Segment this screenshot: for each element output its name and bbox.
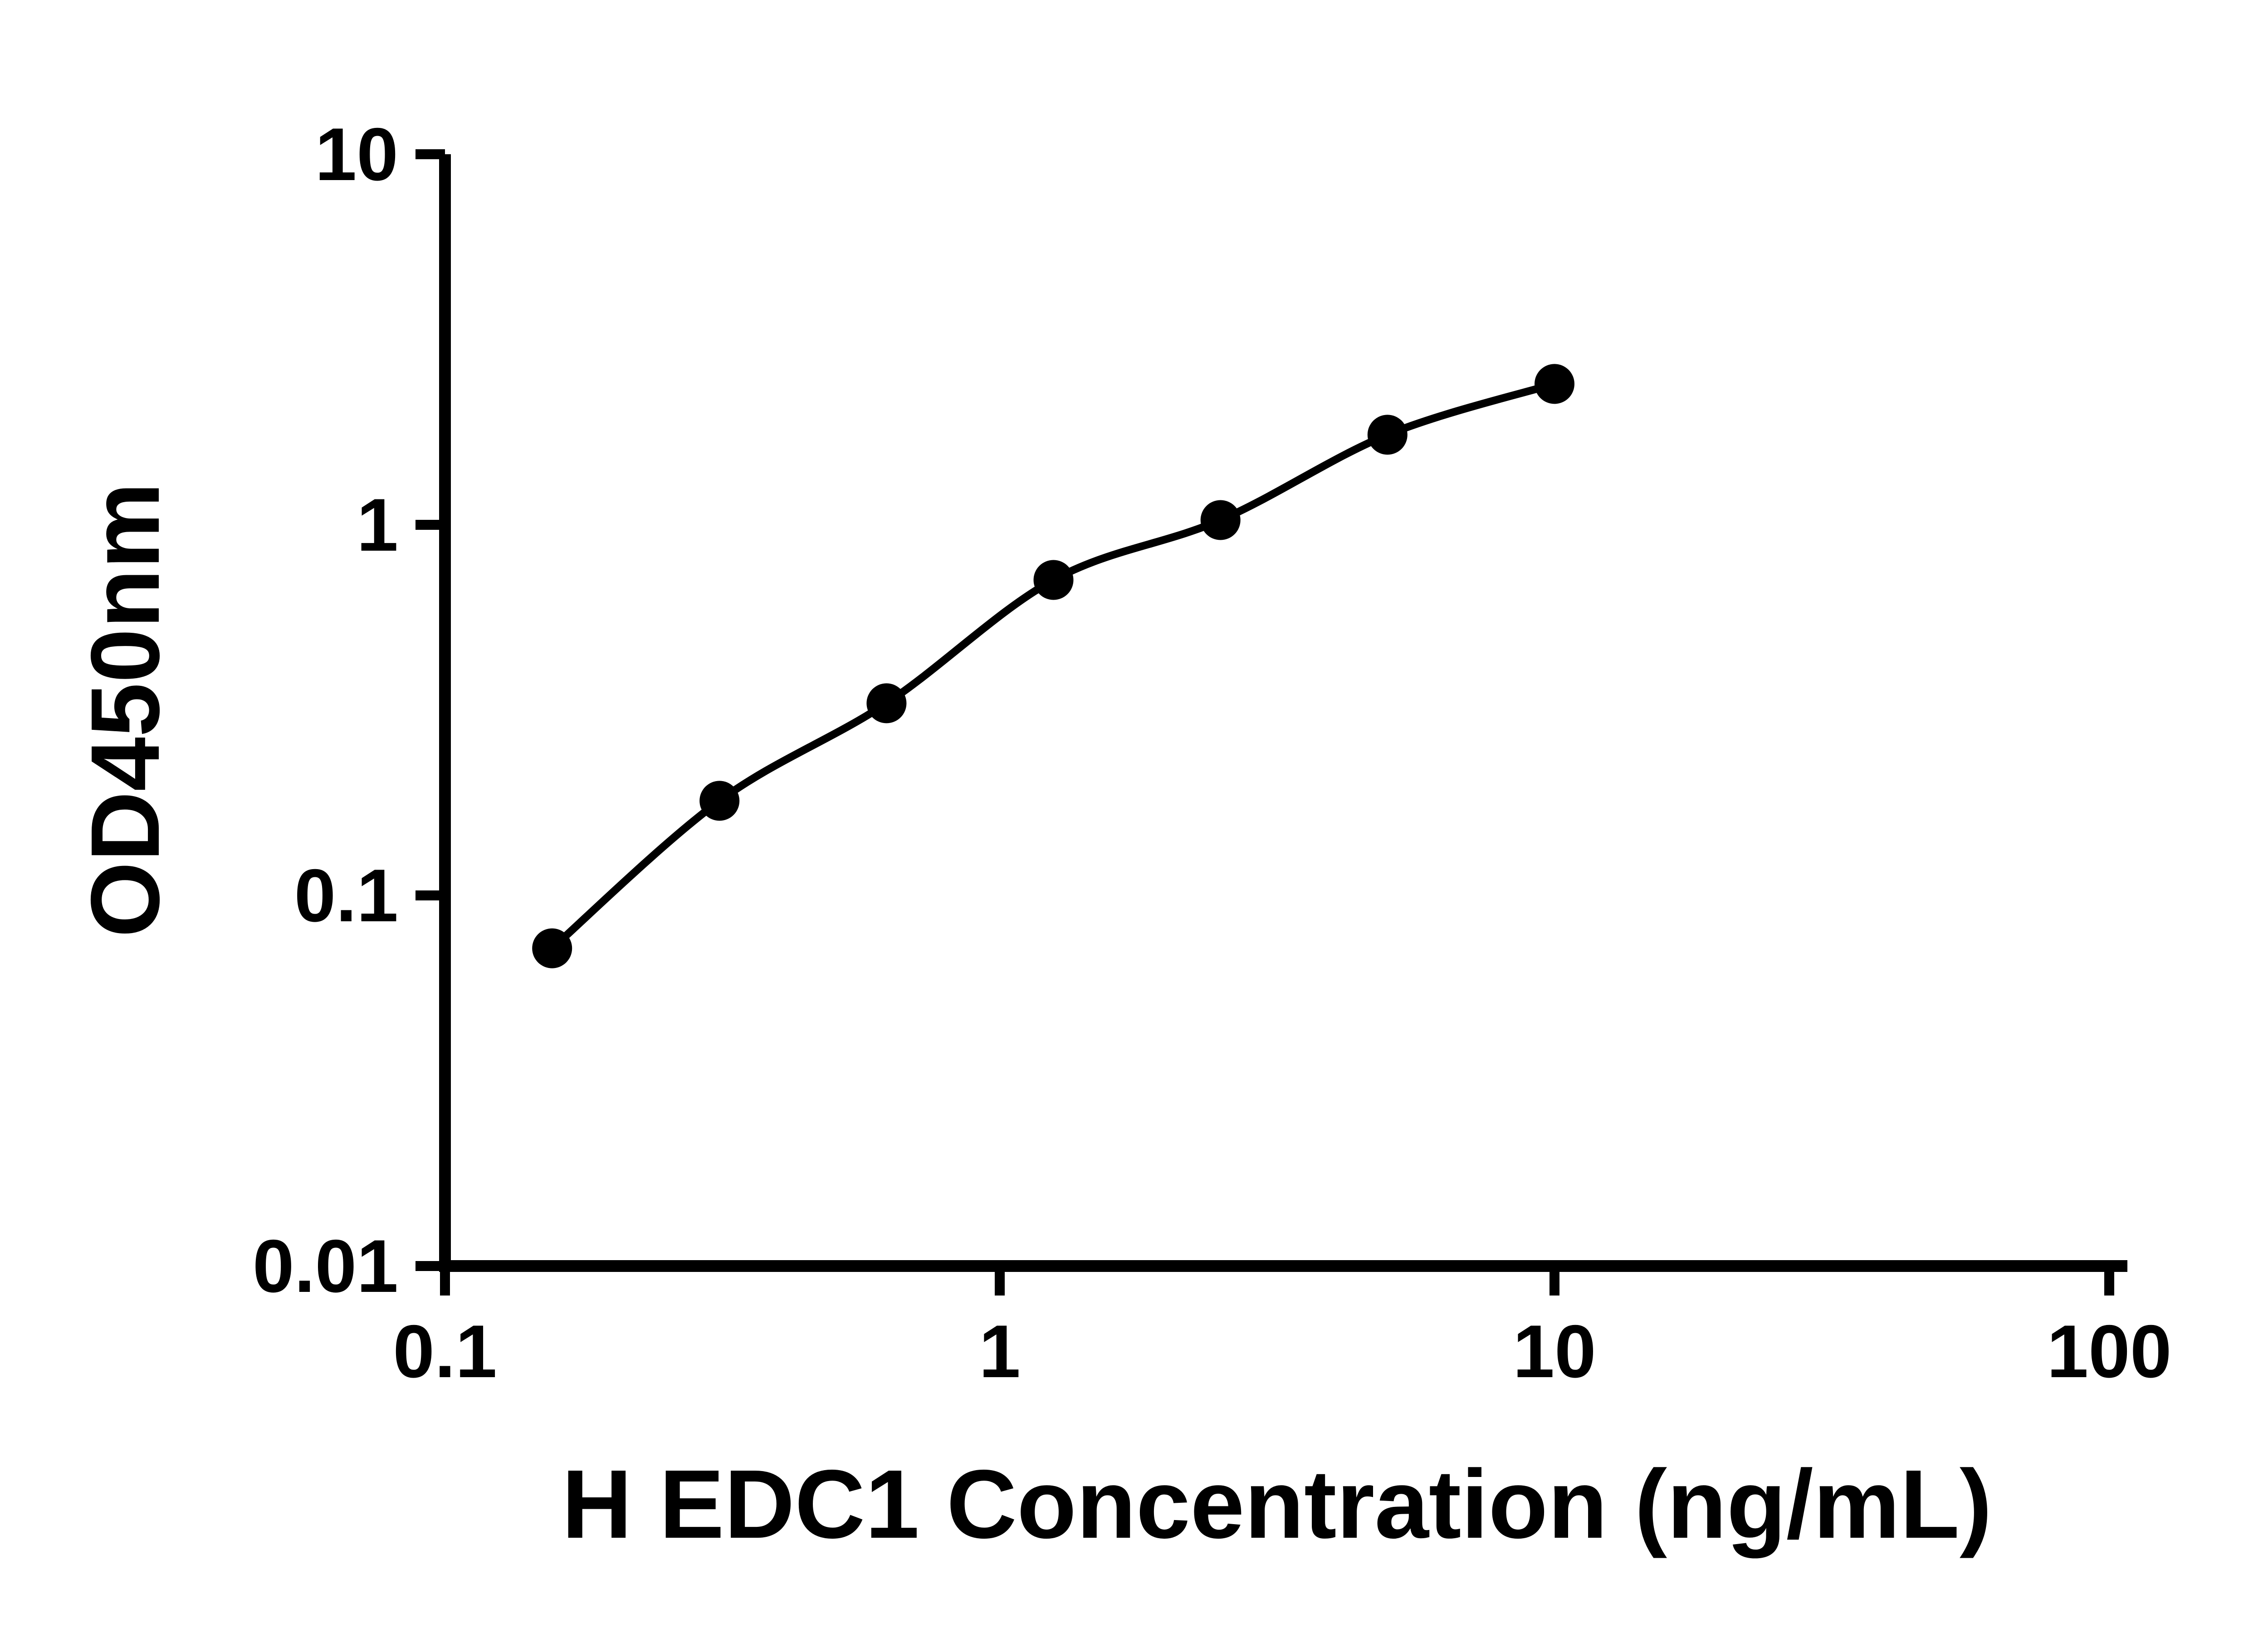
y-axis-tick-label: 0.01 (253, 1224, 398, 1308)
data-point (1367, 415, 1408, 455)
data-points-group (532, 364, 1574, 968)
x-axis-tick-labels: 0.1 1 10 100 (393, 1310, 2171, 1393)
y-axis-tick-label: 0.1 (294, 854, 398, 937)
data-point (1200, 500, 1241, 540)
x-axis-tick-label: 0.1 (393, 1310, 497, 1393)
data-point (699, 781, 740, 821)
data-point (1535, 364, 1574, 404)
y-axis-title: OD450nm (70, 482, 180, 938)
y-axis-tick-label: 10 (315, 112, 398, 196)
axes (439, 154, 2127, 1272)
x-axis-tick-label: 1 (979, 1310, 1021, 1393)
y-axis-tick-label: 1 (357, 483, 398, 567)
fit-curve-line (548, 380, 1559, 953)
data-point (532, 928, 572, 968)
data-point (1033, 560, 1074, 600)
x-axis-tick-label: 100 (2047, 1310, 2171, 1393)
data-point (866, 683, 907, 724)
x-axis-tick-label: 10 (1513, 1310, 1596, 1393)
x-axis-title: H EDC1 Concentration (ng/mL) (562, 1449, 1992, 1559)
y-axis-ticks (415, 149, 445, 1271)
y-axis-tick-labels: 0.01 0.1 1 10 (253, 112, 398, 1308)
